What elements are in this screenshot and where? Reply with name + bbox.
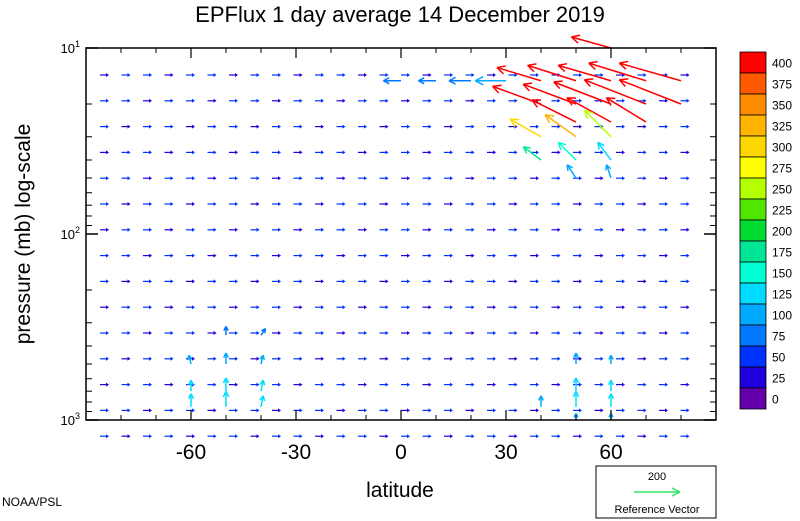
colorbar-swatch-11 xyxy=(739,282,767,305)
colorbar-label-11: 125 xyxy=(772,288,792,302)
chart-title: EPFlux 1 day average 14 December 2019 xyxy=(195,2,605,27)
flux-vector-17 xyxy=(522,146,542,161)
flux-vector-42 xyxy=(607,393,615,407)
y-axis-label: pressure (mb) log-scale xyxy=(12,124,35,345)
flux-vector-10 xyxy=(618,78,682,105)
flux-vector-34 xyxy=(222,391,230,407)
axis-ticks: -60 -30 0 30 60 101 102 103 xyxy=(61,39,716,464)
colorbar-label-16: 0 xyxy=(772,393,779,407)
flux-vector-22 xyxy=(474,75,506,86)
colorbar-swatch-10 xyxy=(739,261,767,284)
colorbar-label-2: 350 xyxy=(772,99,792,113)
flux-vector-27 xyxy=(260,327,267,336)
flux-vector-18 xyxy=(557,141,577,161)
colorbar-swatch-15 xyxy=(739,366,767,389)
flux-vector-0 xyxy=(570,34,612,49)
flux-vector-9 xyxy=(583,78,647,105)
x-tick-label-4: 60 xyxy=(599,441,622,464)
x-tick-label-1: -30 xyxy=(281,441,311,464)
y-tick-label-2: 103 xyxy=(61,411,80,428)
flux-vector-31 xyxy=(222,377,230,392)
flux-vector-8 xyxy=(553,80,612,105)
flux-vector-16 xyxy=(583,109,612,138)
flux-vector-38 xyxy=(608,354,614,365)
colorbar-label-0: 400 xyxy=(772,57,792,71)
colorbar-swatch-12 xyxy=(739,303,767,326)
flux-vector-1 xyxy=(496,65,542,82)
colorbar-swatch-1 xyxy=(739,72,767,95)
flux-vector-25 xyxy=(383,77,401,85)
flux-vector-36 xyxy=(259,395,266,408)
colorbar-label-10: 150 xyxy=(772,267,792,281)
colorbar-label-7: 225 xyxy=(772,204,792,218)
y-tick-label-0: 101 xyxy=(61,39,80,56)
x-tick-label-3: 30 xyxy=(494,441,517,464)
flux-vector-23 xyxy=(448,76,471,85)
flux-vector-40 xyxy=(607,379,615,392)
colorbar-swatch-2 xyxy=(739,93,767,116)
flux-vector-7 xyxy=(522,82,577,105)
colorbar-swatch-7 xyxy=(739,198,767,221)
colorbar-swatch-6 xyxy=(739,177,767,200)
colorbar-label-6: 250 xyxy=(772,183,792,197)
flux-vector-30 xyxy=(259,354,266,365)
colorbar-label-12: 100 xyxy=(772,309,792,323)
flux-vector-19 xyxy=(597,141,612,161)
flux-vector-29 xyxy=(186,354,193,365)
colorbar-swatch-13 xyxy=(739,324,767,347)
flux-vector-14 xyxy=(509,118,542,138)
colorbar-swatch-8 xyxy=(739,219,767,242)
vector-field xyxy=(100,34,690,439)
flux-vector-37 xyxy=(572,352,580,365)
flux-vector-28 xyxy=(222,352,230,365)
flux-vector-33 xyxy=(259,379,266,392)
colorbar-swatch-3 xyxy=(739,114,767,137)
colorbar-swatch-16 xyxy=(739,387,767,410)
plot-frame xyxy=(85,47,717,421)
flux-vector-35 xyxy=(187,393,195,407)
flux-vector-11 xyxy=(531,99,577,123)
colorbar-swatch-14 xyxy=(739,345,767,368)
flux-vector-3 xyxy=(557,62,612,82)
flux-vector-2 xyxy=(527,63,577,82)
background-arrow-grid xyxy=(100,73,690,439)
flux-vector-41 xyxy=(572,391,580,407)
flux-vector-21 xyxy=(604,164,612,179)
colorbar-label-1: 375 xyxy=(772,78,792,92)
colorbar-label-13: 75 xyxy=(772,330,786,344)
colorbar-label-4: 300 xyxy=(772,141,792,155)
flux-vector-15 xyxy=(544,114,577,138)
colorbar-swatch-0 xyxy=(739,51,767,74)
flux-vector-32 xyxy=(187,379,195,392)
flux-vector-26 xyxy=(223,326,229,336)
colorbar-label-3: 325 xyxy=(772,120,792,134)
flux-vector-13 xyxy=(605,97,647,123)
colorbar-label-5: 275 xyxy=(772,162,792,176)
reference-vector-value: 200 xyxy=(648,471,666,483)
flux-vector-39 xyxy=(572,377,580,392)
flux-vector-24 xyxy=(418,77,436,85)
colorbar-label-15: 25 xyxy=(772,372,786,386)
colorbar-label-8: 200 xyxy=(772,225,792,239)
flux-vector-43 xyxy=(537,395,545,407)
reference-vector-label: Reference Vector xyxy=(615,504,700,516)
x-axis-label: latitude xyxy=(366,479,434,502)
colorbar: 4003753503253002752502252001751501251007… xyxy=(739,51,792,410)
flux-vector-5 xyxy=(618,60,682,82)
reference-vector-box: 200 Reference Vector xyxy=(595,465,717,519)
flux-vector-12 xyxy=(566,97,612,123)
x-tick-label-0: -60 xyxy=(176,441,206,464)
credit-label: NOAA/PSL xyxy=(2,495,62,509)
colorbar-label-9: 175 xyxy=(772,246,792,260)
colorbar-swatch-9 xyxy=(739,240,767,263)
reference-vector-arrow xyxy=(634,487,681,497)
colorbar-swatch-4 xyxy=(739,135,767,158)
colorbar-label-14: 50 xyxy=(772,351,786,365)
y-tick-label-1: 102 xyxy=(61,225,80,242)
x-tick-label-2: 0 xyxy=(395,441,407,464)
flux-vector-20 xyxy=(566,164,577,179)
colorbar-swatch-5 xyxy=(739,156,767,179)
flux-vector-4 xyxy=(588,60,647,82)
